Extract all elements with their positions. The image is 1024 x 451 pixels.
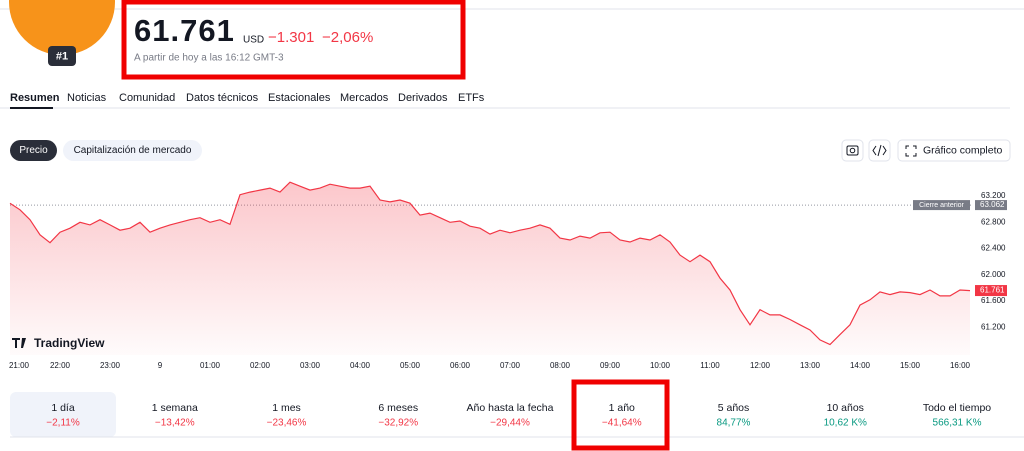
period-change: −13,42% bbox=[155, 418, 195, 429]
last-value-tag bbox=[975, 285, 1007, 297]
x-tick-label: 14:00 bbox=[850, 361, 871, 370]
tab[interactable]: Resumen bbox=[10, 92, 60, 104]
reference-tag bbox=[913, 200, 970, 211]
period-label[interactable]: 5 años bbox=[718, 402, 750, 414]
chart-tab[interactable]: Precio bbox=[19, 145, 48, 156]
x-tick-label: 01:00 bbox=[200, 361, 221, 370]
y-tick-label: 61.200 bbox=[981, 323, 1006, 332]
camera-icon bbox=[846, 145, 859, 156]
watermark: TradingView bbox=[34, 336, 105, 350]
period-change: −29,44% bbox=[490, 418, 530, 429]
period-label[interactable]: 1 año bbox=[609, 402, 635, 414]
x-tick-label: 03:00 bbox=[300, 361, 321, 370]
x-tick-label: 05:00 bbox=[400, 361, 421, 370]
last-value: 61.761 bbox=[980, 286, 1005, 295]
period-change: −41,64% bbox=[602, 418, 642, 429]
period-change: −2,11% bbox=[46, 418, 80, 429]
chart: 61.200 61.600 62.000 62.400 62.800 63.200 21:0… bbox=[9, 181, 1007, 370]
x-tick-label: 09:00 bbox=[600, 361, 621, 370]
tab[interactable]: Estacionales bbox=[268, 92, 331, 104]
tab[interactable]: ETFs bbox=[458, 92, 485, 104]
period-change: 84,77% bbox=[717, 418, 751, 429]
coin-logo bbox=[9, 0, 115, 55]
tab[interactable]: Comunidad bbox=[119, 92, 175, 104]
chart-tab-bg[interactable] bbox=[63, 140, 202, 161]
tab[interactable]: Derivados bbox=[398, 92, 448, 104]
x-tick-label: 12:00 bbox=[750, 361, 771, 370]
camera-icon bbox=[849, 147, 856, 154]
x-tick-label: 22:00 bbox=[50, 361, 71, 370]
full-chart-label[interactable]: Gráfico completo bbox=[923, 144, 1003, 156]
reference-value: 63.062 bbox=[980, 200, 1005, 209]
y-tick-label: 62.400 bbox=[981, 244, 1006, 253]
period-label[interactable]: 10 años bbox=[827, 402, 864, 414]
tab[interactable]: Datos técnicos bbox=[186, 92, 259, 104]
x-tick-label: 07:00 bbox=[500, 361, 521, 370]
x-tick-label: 9 bbox=[158, 361, 163, 370]
chart-tab[interactable]: Capitalización de mercado bbox=[74, 145, 192, 156]
highlight-box bbox=[571, 379, 670, 451]
period-label[interactable]: 1 día bbox=[51, 402, 75, 414]
period-change: 566,31 K% bbox=[933, 418, 982, 429]
y-tick-label: 63.200 bbox=[981, 191, 1006, 200]
periods: 1 día −2,11% 1 semana −13,42% 1 mes −23,46% 6 … bbox=[46, 402, 991, 429]
currency: USD bbox=[243, 35, 264, 46]
camera-button[interactable] bbox=[841, 139, 864, 162]
timestamp: A partir de hoy a las 16:12 GMT-3 bbox=[134, 53, 284, 64]
area bbox=[10, 182, 970, 355]
reference-value-tag bbox=[975, 200, 1007, 211]
x-tick-label: 04:00 bbox=[350, 361, 371, 370]
tabs: Resumen Noticias Comunidad Datos técnicos Es… bbox=[10, 92, 485, 104]
period-selected bbox=[10, 392, 116, 437]
x-tick-label: 13:00 bbox=[800, 361, 821, 370]
period-label[interactable]: Todo el tiempo bbox=[923, 402, 991, 414]
reference-name: Cierre anterior bbox=[919, 202, 964, 209]
price: 61.761 bbox=[134, 13, 235, 48]
period-label[interactable]: Año hasta la fecha bbox=[467, 402, 554, 414]
period-change: −32,92% bbox=[378, 418, 418, 429]
change: −1.301 bbox=[268, 29, 314, 46]
period-label[interactable]: 6 meses bbox=[378, 402, 418, 414]
period-change: −23,46% bbox=[267, 418, 307, 429]
tab[interactable]: Mercados bbox=[340, 92, 389, 104]
line bbox=[9, 181, 971, 346]
y-tick-label: 62.800 bbox=[981, 217, 1006, 226]
full-icon bbox=[905, 145, 917, 157]
full-chart-button[interactable] bbox=[897, 139, 1011, 162]
highlight-box bbox=[121, 0, 466, 80]
y-tick-label: 61.600 bbox=[981, 296, 1006, 305]
x-tick-label: 11:00 bbox=[700, 361, 720, 370]
y-tick-label: 62.000 bbox=[981, 270, 1006, 279]
x-tick-label: 08:00 bbox=[550, 361, 571, 370]
tab[interactable]: Noticias bbox=[67, 92, 107, 104]
x-tick-label: 10:00 bbox=[650, 361, 671, 370]
embed-button[interactable] bbox=[868, 139, 891, 162]
rank-badge bbox=[48, 46, 76, 66]
period-change: 10,62 K% bbox=[824, 418, 867, 429]
x-tick-label: 06:00 bbox=[450, 361, 471, 370]
x-tick-label: 02:00 bbox=[250, 361, 271, 370]
period-label[interactable]: 1 mes bbox=[272, 402, 301, 414]
x-tick-label: 23:00 bbox=[100, 361, 121, 370]
chart-tab-active[interactable] bbox=[10, 140, 57, 161]
period-label[interactable]: 1 semana bbox=[152, 402, 198, 414]
change-pct: −2,06% bbox=[322, 29, 373, 46]
rank: #1 bbox=[56, 50, 68, 62]
watermark-logo bbox=[12, 338, 26, 348]
embed-icon bbox=[872, 144, 887, 157]
x-tick-label: 16:00 bbox=[950, 361, 971, 370]
x-tick-label: 15:00 bbox=[900, 361, 921, 370]
x-tick-label: 21:00 bbox=[9, 361, 30, 370]
